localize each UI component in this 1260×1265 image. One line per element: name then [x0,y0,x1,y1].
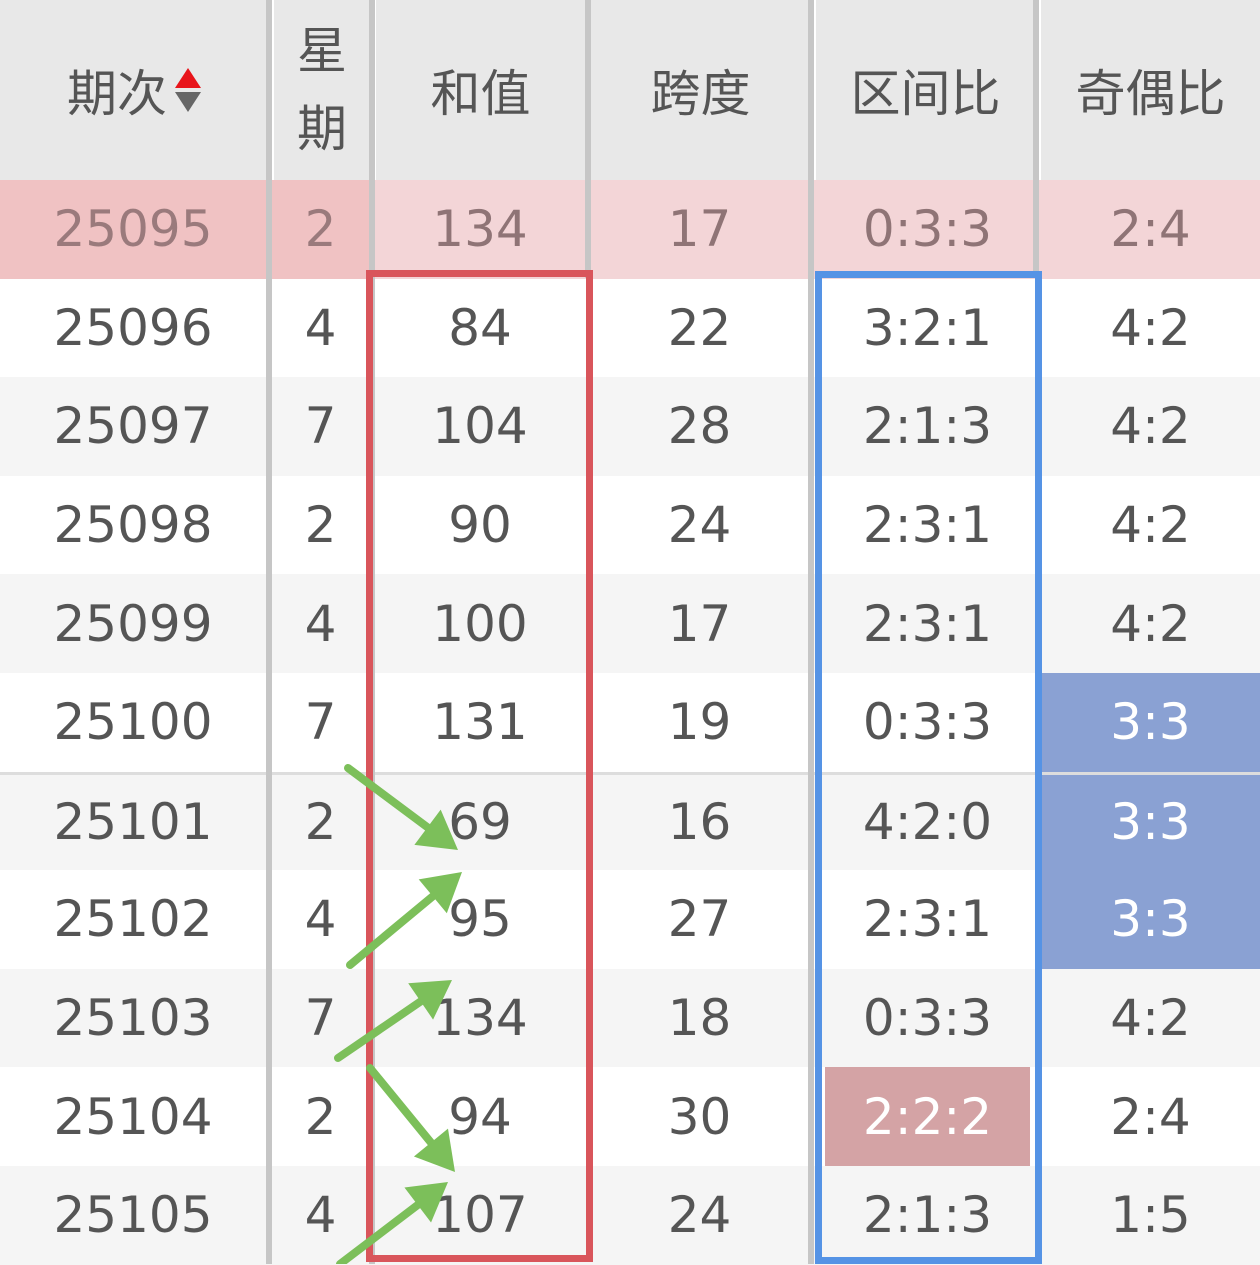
table-row[interactable]: 25103 7 134 18 0:3:3 4:2 [0,968,1260,1068]
zone-cell: 2:3:1 [862,496,993,555]
issue-cell: 25097 [53,397,213,456]
parity-cell: 3:3 [1041,870,1260,969]
weekday-cell: 4 [304,890,337,949]
table-row[interactable]: 25102 4 95 27 2:3:1 3:3 [0,870,1260,969]
issue-cell: 25103 [53,989,213,1048]
header-sum: 和值 [376,0,585,180]
sum-cell: 100 [432,594,528,653]
column-divider [585,0,591,278]
weekday-cell: 4 [304,594,337,653]
table-row[interactable]: 25100 7 131 19 0:3:3 3:3 [0,673,1260,772]
weekday-cell: 7 [304,989,337,1048]
sum-cell: 69 [448,793,512,852]
span-cell: 24 [667,1186,732,1245]
sum-highlight-box [366,270,593,1262]
span-cell: 28 [667,397,732,456]
span-cell: 17 [667,594,732,653]
span-cell: 19 [667,693,732,752]
header-span: 跨度 [591,0,810,180]
table-row[interactable]: 25097 7 104 28 2:1:3 4:2 [0,377,1260,476]
zone-cell: 0:3:3 [862,989,993,1048]
parity-cell: 3:3 [1041,774,1260,871]
green-arrow-icon [366,1064,455,1172]
zone-ratio-highlight-box [815,271,1042,1264]
weekday-cell: 4 [304,1186,337,1245]
issue-cell: 25100 [53,693,213,752]
sum-cell: 90 [448,496,512,555]
header-weekday: 星 期 [274,0,370,180]
column-divider [1033,0,1039,278]
table-row[interactable]: 25104 2 94 30 2:2:2 2:4 [0,1067,1260,1166]
sum-cell: 134 [432,200,528,259]
header-parity-ratio: 奇偶比 [1041,0,1260,180]
zone-cell: 2:2:2 [825,1067,1030,1166]
zone-cell: 2:1:3 [862,397,993,456]
issue-cell: 25096 [53,298,213,357]
weekday-cell: 2 [272,180,369,279]
issue-cell: 25095 [0,180,266,279]
span-cell: 30 [667,1087,732,1146]
span-cell: 17 [667,200,732,259]
zone-cell: 2:3:1 [862,890,993,949]
span-cell: 18 [667,989,732,1048]
parity-cell: 4:2 [1110,594,1191,653]
parity-cell: 1:5 [1110,1186,1191,1245]
weekday-cell: 2 [304,496,337,555]
zone-cell: 0:3:3 [862,200,993,259]
weekday-cell: 4 [304,298,337,357]
sort-up-down-icon[interactable] [175,68,201,112]
green-arrow-icon [344,764,458,850]
parity-cell: 2:4 [1110,200,1191,259]
span-cell: 22 [667,298,732,357]
sum-cell: 94 [448,1087,512,1146]
table-row[interactable]: 25099 4 100 17 2:3:1 4:2 [0,574,1260,673]
weekday-cell: 7 [304,397,337,456]
header-zone-ratio: 区间比 [816,0,1035,180]
header-weekday-line1: 星 [297,22,347,80]
sum-cell: 107 [432,1186,528,1245]
issue-cell: 25099 [53,594,213,653]
column-divider [808,0,814,1264]
parity-cell: 4:2 [1110,298,1191,357]
parity-cell: 4:2 [1110,397,1191,456]
span-cell: 24 [667,496,732,555]
span-cell: 16 [667,793,732,852]
weekday-cell: 2 [304,793,337,852]
sum-cell: 104 [432,397,528,456]
table-row[interactable]: 25095 2 134 17 0:3:3 2:4 [0,180,1260,279]
table-row[interactable]: 25101 2 69 16 4:2:0 3:3 [0,771,1260,871]
issue-cell: 25104 [53,1087,213,1146]
green-arrow-icon [334,980,452,1062]
sum-cell: 95 [448,890,512,949]
sum-cell: 134 [432,989,528,1048]
issue-cell: 25098 [53,496,213,555]
table-row[interactable]: 25098 2 90 24 2:3:1 4:2 [0,475,1260,575]
span-cell: 27 [667,890,732,949]
green-arrow-icon [346,872,462,969]
parity-cell: 3:3 [1041,673,1260,772]
sum-cell: 131 [432,693,528,752]
table-row[interactable]: 25096 4 84 22 3:2:1 4:2 [0,278,1260,378]
weekday-cell: 2 [304,1087,337,1146]
header-issue[interactable]: 期次 [0,0,268,180]
header-issue-label: 期次 [67,65,167,123]
weekday-cell: 7 [304,693,337,752]
issue-cell: 25105 [53,1186,213,1245]
zone-cell: 2:3:1 [862,594,993,653]
zone-cell: 0:3:3 [862,693,993,752]
zone-cell: 4:2:0 [862,793,993,852]
parity-cell: 4:2 [1110,989,1191,1048]
table-row[interactable]: 25105 4 107 24 2:1:3 1:5 [0,1166,1260,1265]
column-divider [266,0,272,1264]
zone-cell: 2:1:3 [862,1186,993,1245]
issue-cell: 25101 [53,793,213,852]
parity-cell: 2:4 [1110,1087,1191,1146]
green-arrow-icon [336,1182,448,1264]
issue-cell: 25102 [53,890,213,949]
header-weekday-line2: 期 [297,100,347,158]
sum-cell: 84 [448,298,512,357]
parity-cell: 4:2 [1110,496,1191,555]
zone-cell: 3:2:1 [862,298,993,357]
